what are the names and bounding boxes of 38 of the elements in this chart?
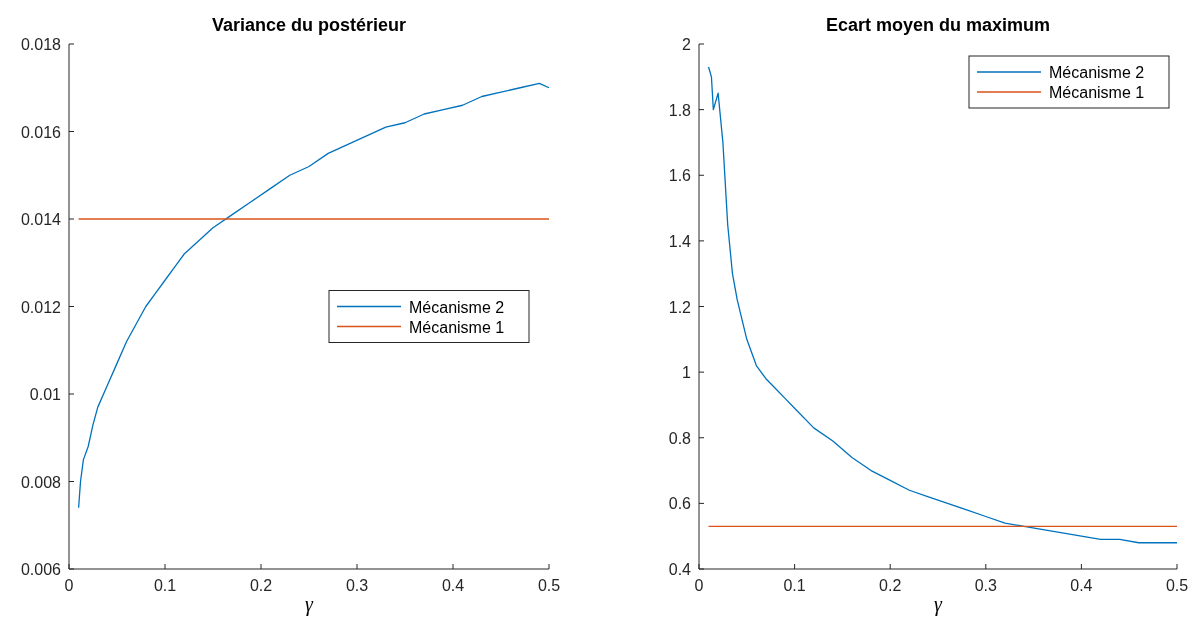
x-tick-label: 0.5 — [537, 577, 561, 594]
legend-label: Mécanisme 1 — [1049, 84, 1145, 101]
y-tick-label: 0.4 — [668, 561, 692, 578]
x-axis-title: γ — [934, 593, 944, 616]
x-tick-label: 0.1 — [153, 577, 177, 594]
x-axis-title: γ — [305, 593, 315, 616]
line-series — [707, 66, 1178, 544]
legend-label: Mécanisme 1 — [409, 318, 505, 336]
x-tick-label: 0.5 — [1165, 577, 1189, 594]
chart-title: Ecart moyen du maximum — [825, 15, 1051, 35]
y-tick-label: 0.008 — [20, 473, 62, 491]
legend-label: Mécanisme 2 — [1049, 64, 1145, 81]
x-tick-label: 0.2 — [879, 577, 902, 594]
x-tick-label: 0 — [694, 577, 704, 594]
y-tick-label: 1.8 — [668, 101, 692, 119]
y-tick-label: 0.012 — [20, 298, 62, 316]
y-tick-label: 0.8 — [668, 429, 692, 447]
legend-label: Mécanisme 2 — [409, 298, 505, 316]
y-tick-label: 1.2 — [668, 298, 692, 316]
x-tick-label: 0.2 — [249, 577, 273, 594]
x-tick-label: 0.3 — [345, 577, 369, 594]
y-tick-label: 0.014 — [20, 211, 62, 228]
x-tick-label: 0.3 — [974, 577, 998, 594]
x-tick-label: 0 — [64, 577, 74, 594]
chart-title: Variance du postérieur — [211, 15, 407, 35]
y-tick-label: 0.6 — [668, 495, 692, 513]
y-tick-label: 0.006 — [20, 561, 62, 578]
x-tick-label: 0.4 — [441, 577, 465, 594]
y-tick-label: 2 — [682, 36, 692, 53]
y-tick-label: 1.4 — [668, 232, 692, 250]
y-tick-label: 0.01 — [29, 386, 62, 403]
y-tick-label: 0.016 — [20, 123, 62, 141]
x-tick-label: 0.1 — [783, 577, 806, 594]
x-tick-label: 0.4 — [1070, 577, 1093, 594]
y-tick-label: 0.018 — [20, 36, 62, 53]
y-tick-label: 1 — [682, 364, 692, 382]
y-tick-label: 1.6 — [668, 167, 692, 185]
line-series — [77, 82, 550, 509]
